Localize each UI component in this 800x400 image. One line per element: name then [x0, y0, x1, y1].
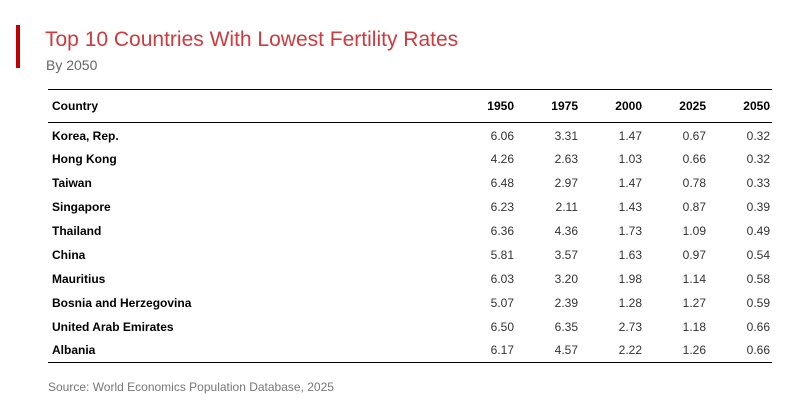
- table-header-row: Country 1950 1975 2000 2025 2050: [48, 89, 772, 123]
- value-cell: 0.78: [682, 175, 706, 190]
- value-cell: 1.43: [618, 199, 642, 214]
- value-cell: 0.66: [682, 151, 706, 166]
- value-cell: 2.97: [554, 175, 578, 190]
- value-cell: 6.23: [490, 199, 514, 214]
- value-cell: 2.11: [555, 199, 578, 214]
- value-cell: 3.31: [554, 128, 578, 143]
- country-cell: Albania: [48, 338, 452, 363]
- column-header-2000: 2000: [580, 89, 644, 123]
- title-accent-bar: [16, 25, 20, 68]
- table-row: Singapore 6.23 2.11 1.43 0.87 0.39: [48, 195, 772, 219]
- value-cell: 0.59: [746, 295, 770, 310]
- country-cell: Thailand: [52, 223, 102, 238]
- value-cell: 0.54: [746, 247, 770, 262]
- value-cell: 0.49: [746, 223, 770, 238]
- value-cell: 1.03: [618, 151, 642, 166]
- page-title: Top 10 Countries With Lowest Fertility R…: [45, 28, 459, 51]
- value-cell: 0.67: [682, 128, 706, 143]
- value-cell: 3.57: [554, 247, 578, 262]
- value-cell: 2.39: [554, 295, 578, 310]
- country-cell: Korea, Rep.: [52, 128, 119, 143]
- value-cell: 1.47: [618, 175, 642, 190]
- source-note: Source: World Economics Population Datab…: [48, 380, 334, 394]
- country-cell: China: [52, 247, 86, 262]
- value-cell: 6.36: [490, 223, 514, 238]
- column-header-2050: 2050: [708, 89, 772, 123]
- value-cell: 6.06: [490, 128, 514, 143]
- page-subtitle: By 2050: [46, 57, 98, 73]
- value-cell: 5.81: [490, 247, 514, 262]
- value-cell: 6.03: [490, 271, 514, 286]
- table-row: Taiwan 6.48 2.97 1.47 0.78 0.33: [48, 171, 772, 195]
- value-cell: 2.73: [618, 319, 642, 334]
- value-cell: 2.22: [580, 338, 644, 363]
- table-row: Thailand 6.36 4.36 1.73 1.09 0.49: [48, 219, 772, 243]
- value-cell: 0.87: [682, 199, 706, 214]
- table-row: Albania 6.17 4.57 2.22 1.26 0.66: [48, 338, 772, 363]
- country-cell: Singapore: [52, 199, 111, 214]
- value-cell: 0.66: [746, 319, 770, 334]
- country-cell: Taiwan: [52, 175, 92, 190]
- value-cell: 4.57: [516, 338, 580, 363]
- value-cell: 1.27: [682, 295, 706, 310]
- value-cell: 0.58: [746, 271, 770, 286]
- value-cell: 0.39: [746, 199, 770, 214]
- value-cell: 6.48: [490, 175, 514, 190]
- value-cell: 0.33: [746, 175, 770, 190]
- value-cell: 6.50: [490, 319, 514, 334]
- table-row: Bosnia and Herzegovina 5.07 2.39 1.28 1.27 0.…: [48, 291, 772, 315]
- value-cell: 1.14: [682, 271, 706, 286]
- value-cell: 1.18: [682, 319, 706, 334]
- table-row: China 5.81 3.57 1.63 0.97 0.54: [48, 243, 772, 267]
- value-cell: 6.17: [452, 338, 516, 363]
- value-cell: 5.07: [490, 295, 514, 310]
- table-row: Mauritius 6.03 3.20 1.98 1.14 0.58: [48, 267, 772, 291]
- country-cell: United Arab Emirates: [52, 319, 174, 334]
- column-header-2025: 2025: [644, 89, 708, 123]
- country-cell: Bosnia and Herzegovina: [52, 295, 192, 310]
- column-header-1975: 1975: [516, 89, 580, 123]
- value-cell: 6.35: [554, 319, 578, 334]
- value-cell: 1.28: [618, 295, 642, 310]
- fertility-table: Country 1950 1975 2000 2025 2050 Korea, Rep. 6…: [48, 89, 772, 363]
- value-cell: 0.97: [682, 247, 706, 262]
- column-header-1950: 1950: [452, 89, 516, 123]
- table-body: Korea, Rep. 6.06 3.31 1.47 0.67 0.32 Hong Kong…: [48, 123, 772, 363]
- country-cell: Mauritius: [52, 271, 106, 286]
- value-cell: 1.47: [618, 128, 642, 143]
- value-cell: 4.36: [554, 223, 578, 238]
- value-cell: 0.66: [708, 338, 772, 363]
- value-cell: 1.63: [618, 247, 642, 262]
- value-cell: 1.98: [618, 271, 642, 286]
- value-cell: 4.26: [490, 151, 514, 166]
- table-row: Hong Kong 4.26 2.63 1.03 0.66 0.32: [48, 147, 772, 171]
- value-cell: 0.32: [746, 128, 770, 143]
- value-cell: 0.32: [746, 151, 770, 166]
- country-cell: Hong Kong: [52, 151, 117, 166]
- table-row: Korea, Rep. 6.06 3.31 1.47 0.67 0.32: [48, 123, 772, 147]
- value-cell: 2.63: [554, 151, 578, 166]
- column-header-country: Country: [48, 89, 452, 123]
- table-row: United Arab Emirates 6.50 6.35 2.73 1.18 0.66: [48, 315, 772, 339]
- value-cell: 1.26: [644, 338, 708, 363]
- value-cell: 1.09: [682, 223, 706, 238]
- value-cell: 1.73: [618, 223, 642, 238]
- value-cell: 3.20: [554, 271, 578, 286]
